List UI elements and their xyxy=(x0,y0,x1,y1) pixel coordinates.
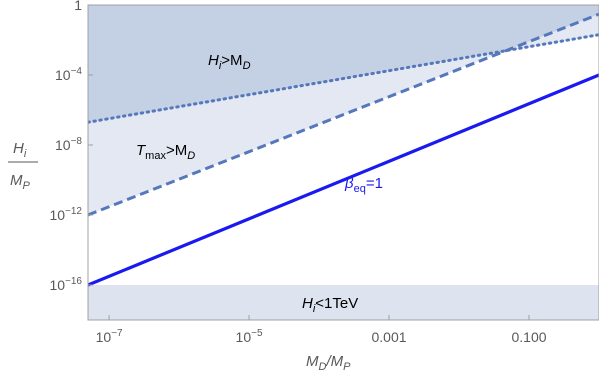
x-axis-label: MD/MP xyxy=(306,353,351,373)
plot-frame xyxy=(87,4,599,321)
svg-text:Hi: Hi xyxy=(13,140,27,160)
annotation-beta-eq-1: βeq=1 xyxy=(344,175,383,195)
series-line-beta-eq-1 xyxy=(88,73,599,287)
y-tick-label: 10−4 xyxy=(55,66,82,83)
region-hi-gt-md xyxy=(88,5,599,123)
annotation-tmax-gt-md: Tmax>MD xyxy=(136,142,195,162)
series-line-hi-gt-md xyxy=(88,33,599,124)
y-axis-ticks: 1 10−4 10−8 10−12 10−16 xyxy=(49,0,93,293)
x-tick-label: 10−7 xyxy=(96,328,123,345)
x-tick-label: 0.001 xyxy=(372,329,407,345)
y-axis-label: Hi MP xyxy=(8,140,38,192)
series-line-tmax-gt-md xyxy=(88,12,599,217)
region-hi-lt-1tev xyxy=(88,285,599,320)
y-tick-label: 10−12 xyxy=(49,206,82,223)
annotation-hi-gt-md: Hi>MD xyxy=(208,52,251,72)
x-tick-label: 10−5 xyxy=(236,328,263,345)
svg-text:MP: MP xyxy=(10,172,31,192)
y-tick-label: 10−16 xyxy=(49,276,82,293)
y-tick-label: 1 xyxy=(74,0,82,13)
x-axis-ticks: 10−7 10−5 0.001 0.100 xyxy=(96,315,547,345)
y-tick-label: 10−8 xyxy=(55,136,82,153)
x-tick-label: 0.100 xyxy=(511,329,546,345)
annotation-hi-lt-1tev: Hi<1TeV xyxy=(302,295,358,315)
